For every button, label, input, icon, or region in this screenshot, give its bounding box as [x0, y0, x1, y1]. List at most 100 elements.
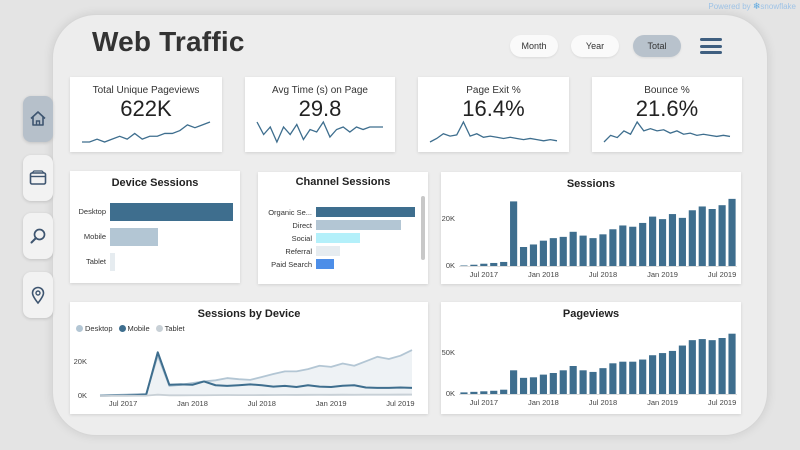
- home-icon: [30, 111, 46, 126]
- bar-tablet[interactable]: [110, 253, 115, 271]
- bar[interactable]: [549, 373, 557, 394]
- nav-wallet-button[interactable]: [23, 155, 53, 201]
- nav-home-button[interactable]: [23, 96, 53, 142]
- bar[interactable]: [460, 265, 468, 266]
- bar-label: Direct: [292, 221, 312, 230]
- bar[interactable]: [529, 377, 538, 394]
- kpi-card-page-exit: Page Exit % 16.4%: [418, 77, 569, 152]
- bar[interactable]: [639, 222, 647, 266]
- legend-item-mobile[interactable]: Mobile: [118, 324, 150, 333]
- bar[interactable]: [490, 390, 498, 394]
- bar-mobile[interactable]: [110, 228, 158, 246]
- hamburger-menu-icon[interactable]: [700, 38, 722, 56]
- bar[interactable]: [589, 371, 597, 394]
- bar[interactable]: [668, 350, 677, 394]
- filter-year-button[interactable]: Year: [571, 35, 619, 57]
- kpi-sparkline: [429, 120, 558, 143]
- card-title: Sessions by Device: [197, 308, 301, 320]
- bar[interactable]: [599, 368, 607, 394]
- device-sessions-card: Device Sessions Desktop Mobile Tablet: [70, 171, 240, 283]
- bar[interactable]: [649, 216, 657, 266]
- bar[interactable]: [698, 339, 706, 394]
- bar[interactable]: [529, 244, 538, 266]
- bar[interactable]: [619, 225, 627, 266]
- bar-desktop[interactable]: [110, 203, 233, 221]
- bar[interactable]: [490, 262, 498, 266]
- nav-location-button[interactable]: [23, 272, 53, 318]
- bar[interactable]: [658, 219, 667, 266]
- kpi-label: Page Exit %: [466, 85, 521, 96]
- x-tick-label: Jul 2017: [470, 270, 498, 279]
- bar-paid-search[interactable]: [316, 259, 334, 269]
- bar[interactable]: [649, 355, 657, 394]
- bar[interactable]: [579, 370, 587, 394]
- bar[interactable]: [480, 391, 488, 394]
- bar[interactable]: [519, 247, 528, 266]
- bar[interactable]: [609, 363, 617, 394]
- bar[interactable]: [639, 359, 647, 394]
- nav-search-button[interactable]: [23, 213, 53, 259]
- bar[interactable]: [500, 261, 508, 266]
- series-line-tablet[interactable]: [99, 393, 413, 397]
- bar[interactable]: [549, 238, 557, 266]
- bar[interactable]: [480, 263, 488, 266]
- bar-label: Tablet: [85, 257, 106, 266]
- bar[interactable]: [500, 389, 508, 394]
- y-tick-label: 50K: [442, 348, 455, 357]
- bar[interactable]: [678, 345, 686, 394]
- kpi-value: 622K: [120, 96, 172, 121]
- bar[interactable]: [579, 235, 587, 266]
- bar[interactable]: [619, 361, 627, 394]
- bar[interactable]: [470, 391, 478, 394]
- bar[interactable]: [708, 340, 716, 394]
- bar-label: Referral: [285, 247, 312, 256]
- kpi-card-avg-time: Avg Time (s) on Page 29.8: [245, 77, 395, 152]
- bar[interactable]: [678, 217, 686, 266]
- bar[interactable]: [460, 392, 468, 394]
- bar-direct[interactable]: [316, 220, 402, 230]
- card-title: Pageviews: [562, 308, 620, 320]
- bar[interactable]: [668, 214, 677, 266]
- x-tick-label: Jul 2019: [386, 399, 414, 408]
- powered-by-badge: Powered by ❄snowflake: [708, 1, 796, 11]
- legend-item-desktop[interactable]: Desktop: [76, 324, 113, 333]
- x-tick-label: Jul 2019: [708, 398, 736, 407]
- bar[interactable]: [708, 209, 716, 266]
- bar[interactable]: [589, 238, 597, 266]
- chart-legend: Desktop Mobile Tablet: [76, 324, 185, 333]
- bar[interactable]: [559, 370, 567, 394]
- bar[interactable]: [728, 198, 736, 266]
- bar[interactable]: [539, 374, 547, 394]
- pageviews-bar-chart: 50K 0K Jul 2017 Jan 2018 Jul 2018 Jan 2019 Jul…: [442, 333, 737, 407]
- series-line-mobile[interactable]: [99, 351, 413, 397]
- bar[interactable]: [569, 366, 577, 394]
- bar[interactable]: [698, 206, 706, 266]
- bar[interactable]: [569, 231, 577, 266]
- bar[interactable]: [629, 361, 637, 394]
- bar[interactable]: [718, 338, 726, 394]
- filter-total-button[interactable]: Total: [633, 35, 681, 57]
- scrollbar-thumb[interactable]: [421, 196, 425, 260]
- bar[interactable]: [599, 234, 607, 266]
- bar-social[interactable]: [316, 233, 360, 243]
- legend-item-tablet[interactable]: Tablet: [155, 324, 185, 333]
- bar-organic-se-[interactable]: [316, 207, 415, 217]
- bar[interactable]: [539, 240, 547, 266]
- bar[interactable]: [470, 264, 478, 266]
- bar[interactable]: [688, 210, 696, 266]
- bar[interactable]: [609, 229, 617, 266]
- sparkline-path: [429, 120, 558, 143]
- bar[interactable]: [519, 377, 528, 394]
- bar-referral[interactable]: [316, 246, 340, 256]
- x-tick-label: Jul 2018: [589, 398, 617, 407]
- bar[interactable]: [559, 236, 567, 266]
- bar[interactable]: [658, 353, 667, 394]
- bar[interactable]: [510, 201, 518, 266]
- card-title: Channel Sessions: [295, 176, 391, 188]
- bar[interactable]: [728, 333, 736, 394]
- filter-month-button[interactable]: Month: [510, 35, 558, 57]
- bar[interactable]: [510, 370, 518, 394]
- bar[interactable]: [629, 226, 637, 266]
- bar[interactable]: [718, 205, 726, 266]
- bar[interactable]: [688, 340, 696, 394]
